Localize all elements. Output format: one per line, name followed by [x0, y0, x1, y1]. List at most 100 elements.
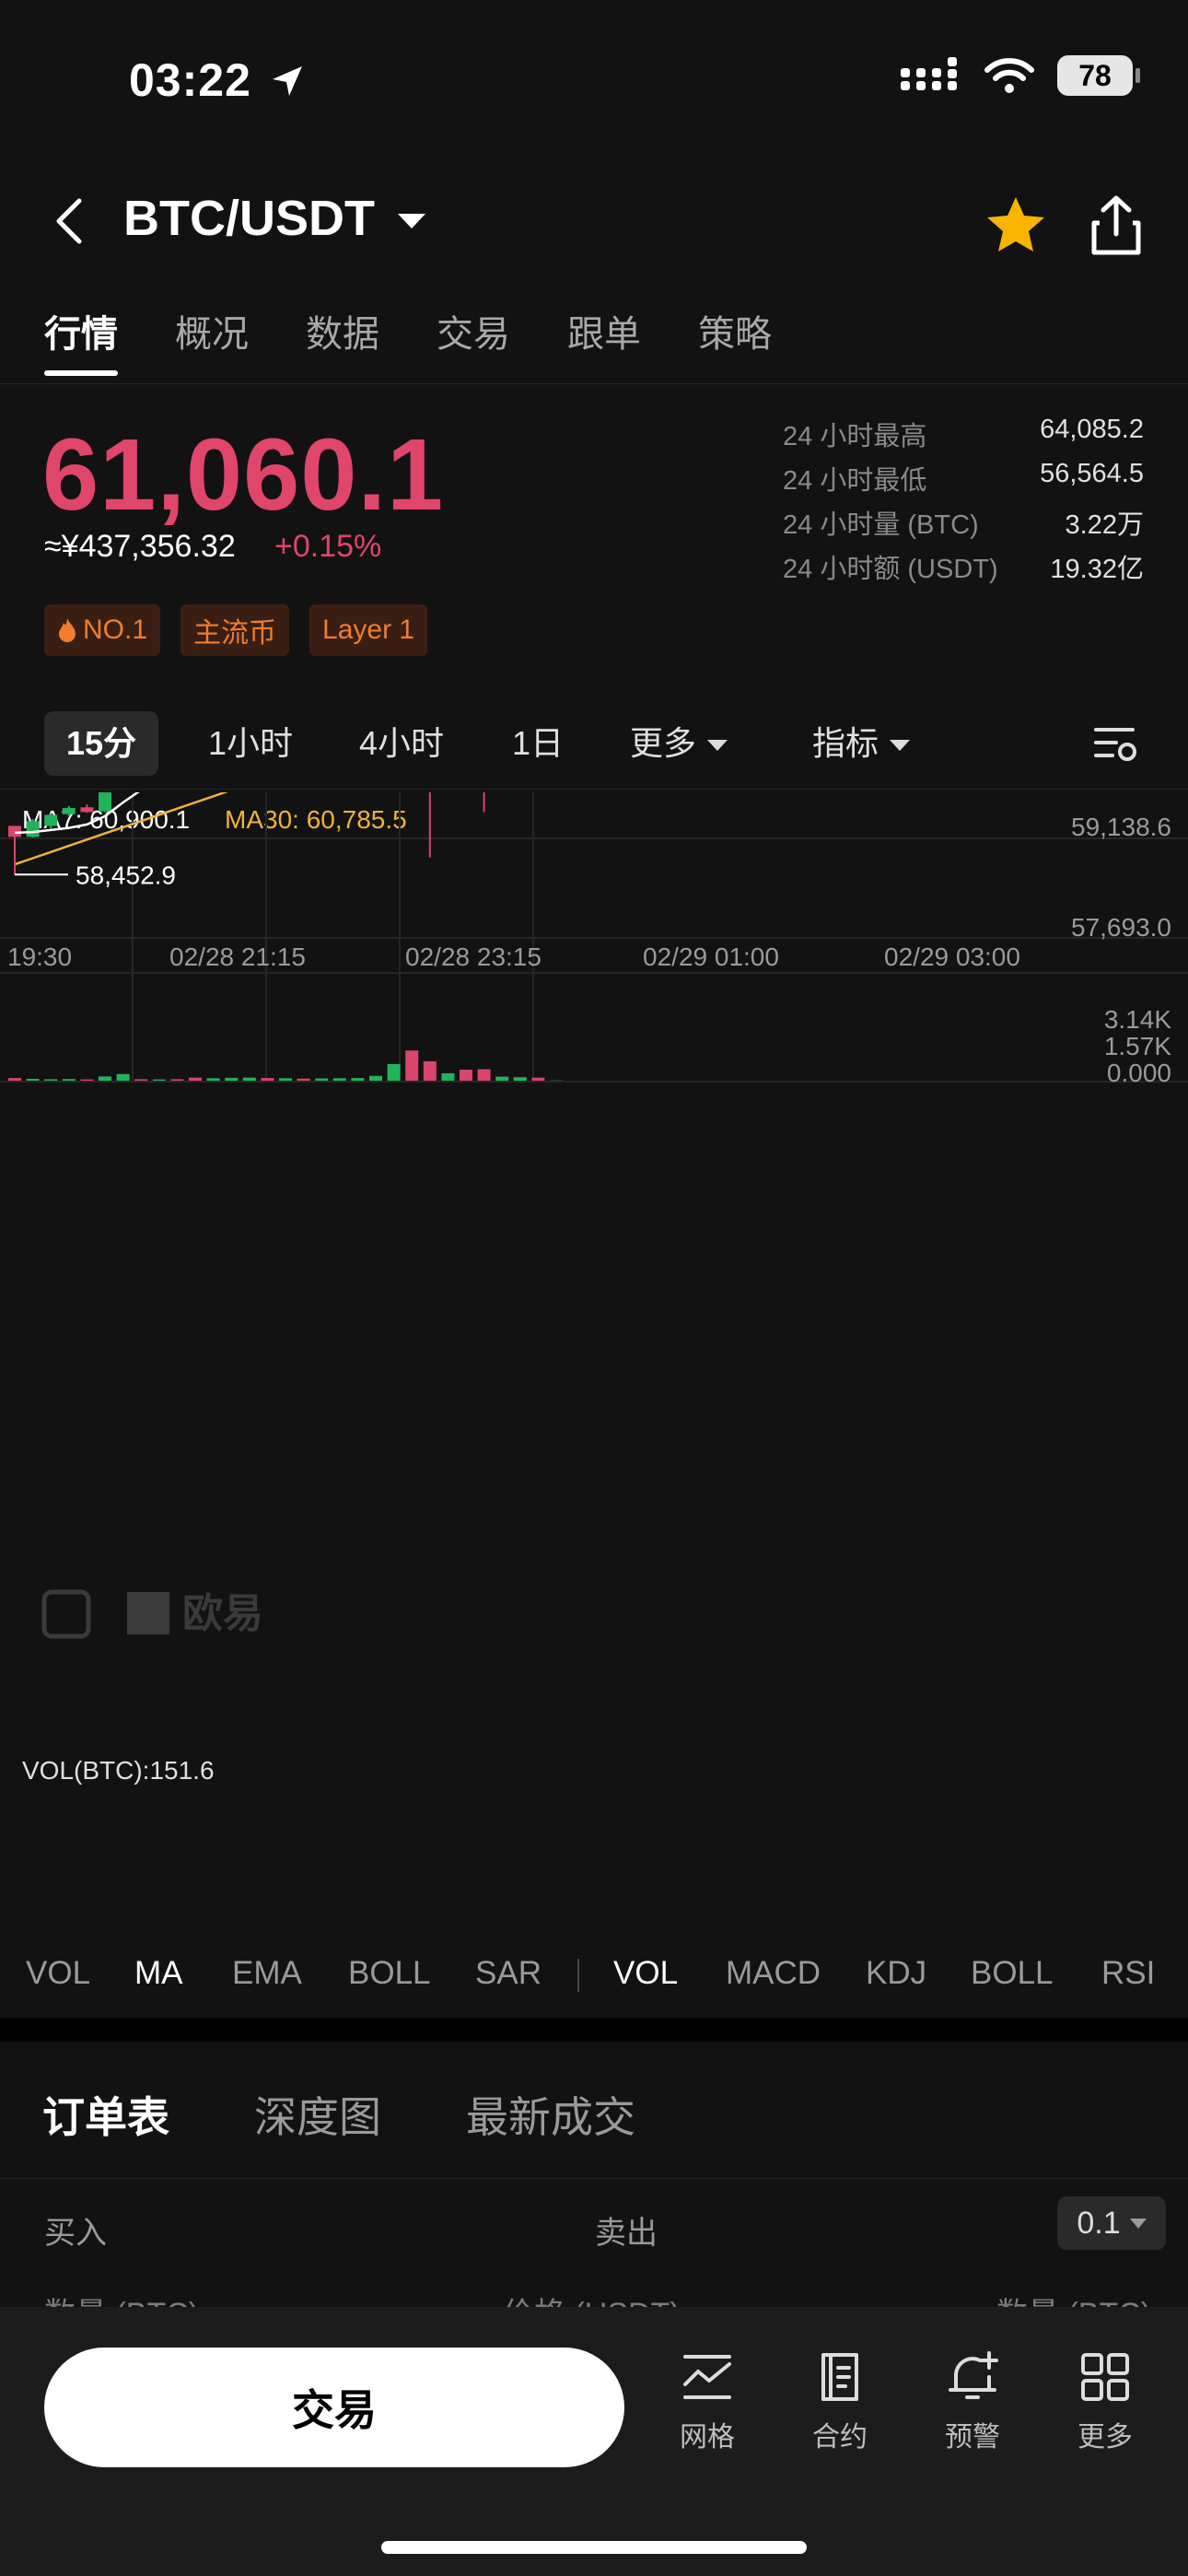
- trade-button[interactable]: 交易: [44, 2348, 624, 2467]
- candle-body: [8, 825, 21, 837]
- contract-document-icon: [821, 2353, 858, 2401]
- volume-bar: [332, 1078, 346, 1082]
- volume-bar: [477, 1069, 491, 1082]
- tab-market[interactable]: 行情: [44, 304, 118, 376]
- rank-badge[interactable]: NO.1: [44, 604, 161, 656]
- tab-depth-chart[interactable]: 深度图: [254, 2093, 381, 2141]
- volume-bar: [80, 1079, 94, 1082]
- favorite-star-icon[interactable]: [984, 193, 1048, 258]
- tab-copy-trade[interactable]: 跟单: [567, 314, 641, 355]
- nav-more[interactable]: 更多: [1050, 2348, 1160, 2454]
- volume-bars: [0, 1050, 1188, 1083]
- volume-bar: [44, 1079, 58, 1082]
- cellular-signal-icon: [901, 57, 957, 90]
- ma30-legend: MA30: 60,785.5: [225, 805, 407, 834]
- volume-bar: [62, 1079, 76, 1082]
- volume-bar: [8, 1078, 21, 1082]
- indicator-tab-ema[interactable]: EMA: [232, 1955, 302, 1991]
- volume-tick-label: 3.14K: [1104, 1005, 1171, 1034]
- price-tick-label: 57,693.0: [1071, 913, 1171, 942]
- volume-bar: [405, 1050, 419, 1082]
- time-tick-label: 02/29 03:00: [884, 943, 1020, 971]
- tag-badges: NO.1 主流币 Layer 1: [44, 604, 428, 656]
- volume-bar: [242, 1077, 256, 1082]
- volume-bar: [261, 1078, 274, 1082]
- watermark: 欧易: [41, 1589, 263, 1639]
- interval-1d[interactable]: 1日: [512, 724, 565, 762]
- status-time: 03:22: [129, 53, 306, 107]
- share-icon[interactable]: [1087, 193, 1146, 258]
- wifi-icon: [984, 58, 1034, 93]
- chart-top-divider: [0, 789, 1188, 790]
- nav-grid[interactable]: 网格: [652, 2348, 763, 2454]
- cny-price: ≈¥437,356.32: [44, 529, 236, 564]
- volume-bar: [99, 1076, 111, 1082]
- price-change-percent: +0.15%: [274, 529, 382, 564]
- interval-15m[interactable]: 15分: [44, 711, 159, 776]
- indicator-tab-rsi[interactable]: RSI: [1101, 1955, 1156, 1991]
- candle-body: [44, 814, 58, 826]
- mainstream-badge[interactable]: 主流币: [181, 604, 290, 656]
- indicator-tab-sar[interactable]: SAR: [475, 1955, 542, 1991]
- indicator-tab-macd[interactable]: MACD: [726, 1955, 821, 1991]
- time-tick-label: 02/28 21:15: [169, 943, 306, 971]
- tab-trade[interactable]: 交易: [437, 314, 510, 355]
- indicator-tab-sub-boll[interactable]: BOLL: [971, 1955, 1054, 1991]
- layer1-badge[interactable]: Layer 1: [309, 604, 428, 656]
- interval-more[interactable]: 更多: [630, 711, 728, 776]
- volume-legend: VOL(BTC):151.6: [22, 1756, 215, 1785]
- nav-alert[interactable]: 预警: [917, 2348, 1028, 2454]
- location-arrow-icon: [272, 66, 302, 96]
- watermark-logo-icon: [127, 1592, 169, 1634]
- volume-bar: [369, 1075, 382, 1082]
- grid-chart-icon: [683, 2355, 731, 2399]
- pair-selector[interactable]: BTC/USDT: [123, 191, 375, 246]
- indicator-tab-ma[interactable]: MA: [134, 1955, 183, 1991]
- depth-precision-select[interactable]: 0.1: [1057, 2196, 1166, 2250]
- bell-plus-icon: [949, 2351, 998, 2399]
- volume-bar: [387, 1063, 401, 1082]
- indicator-tab-sub-vol[interactable]: VOL: [613, 1955, 679, 1991]
- volume-bar: [513, 1077, 527, 1082]
- tab-strategy[interactable]: 策略: [698, 314, 772, 355]
- interval-1h[interactable]: 1小时: [208, 724, 294, 762]
- back-button[interactable]: [46, 193, 92, 249]
- interval-4h[interactable]: 4小时: [359, 724, 445, 762]
- stat-24h-turnover: 24 小时额 (USDT) 19.32亿: [783, 555, 1144, 584]
- low-marker-label: 58,452.9: [76, 861, 176, 889]
- tab-overview[interactable]: 概况: [175, 314, 249, 355]
- tab-recent-trades[interactable]: 最新成交: [466, 2093, 635, 2141]
- watermark-text: 欧易: [182, 1590, 263, 1637]
- volume-bar: [351, 1078, 365, 1082]
- chart-settings-icon[interactable]: [1092, 724, 1138, 765]
- main-tabs: 行情 概况 数据 交易 跟单 策略: [44, 304, 829, 376]
- tab-data[interactable]: 数据: [306, 314, 379, 355]
- last-price: 61,060.1: [42, 418, 445, 532]
- volume-bar: [225, 1077, 239, 1082]
- indicators-dropdown[interactable]: 指标: [812, 711, 911, 776]
- tab-order-book[interactable]: 订单表: [42, 2093, 169, 2141]
- stat-24h-volume: 24 小时量 (BTC) 3.22万: [783, 510, 1144, 540]
- volume-bar: [170, 1079, 184, 1082]
- ma7-line: [14, 792, 140, 835]
- candle-body: [99, 792, 111, 812]
- indicator-tab-vol[interactable]: VOL: [26, 1955, 91, 1991]
- ma7-path: [14, 792, 140, 835]
- time-tick-label: 19:30: [7, 943, 72, 971]
- indicator-tab-kdj[interactable]: KDJ: [866, 1955, 927, 1991]
- volume-tick-label: 1.57K: [1104, 1032, 1171, 1060]
- ma30-line: [14, 792, 228, 866]
- indicator-tab-boll[interactable]: BOLL: [348, 1955, 431, 1991]
- nav-contract[interactable]: 合约: [785, 2348, 895, 2454]
- time-tick-label: 02/29 01:00: [643, 943, 779, 971]
- buy-label: 买入: [44, 2216, 107, 2251]
- kline-chart[interactable]: 欧易 63,475.362,029.759,138.657,693.0 19:3…: [0, 792, 1188, 1935]
- pair-dropdown-caret-icon[interactable]: [398, 214, 425, 228]
- candle-body: [80, 807, 94, 813]
- stat-24h-high: 24 小时最高 64,085.2: [783, 415, 1144, 451]
- high-low-markers: 64,085.258,452.9: [15, 861, 176, 889]
- volume-bar: [423, 1060, 437, 1082]
- stat-24h-low: 24 小时最低 56,564.5: [783, 459, 1144, 496]
- interval-bar: 15分 1小时 4小时 1日 更多 指标: [0, 711, 1188, 776]
